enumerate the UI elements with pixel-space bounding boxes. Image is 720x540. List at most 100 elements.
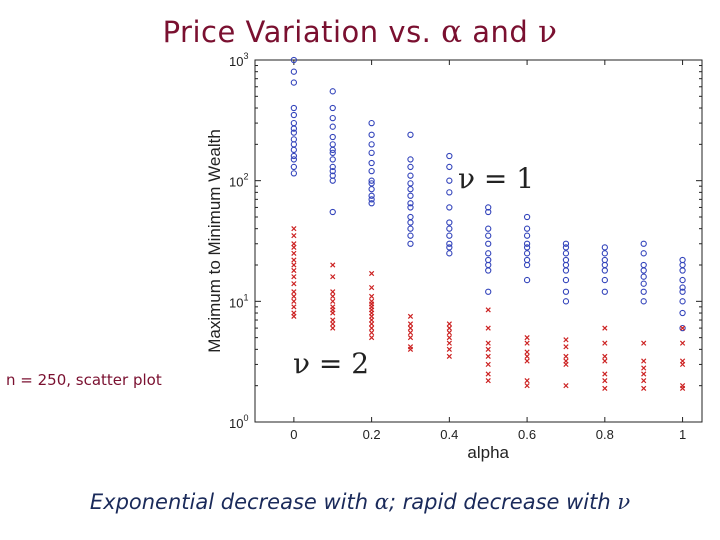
point-nu-2 [563, 361, 569, 368]
point-nu-1 [290, 170, 298, 177]
point-nu-1 [290, 111, 298, 119]
x-axis-label: alpha [467, 443, 509, 462]
point-nu-1 [601, 288, 608, 295]
point-nu-2 [563, 383, 569, 389]
x-tick-label: 0.8 [596, 427, 614, 442]
annotation-nu-2: ν = 2 [293, 347, 369, 380]
point-nu-2 [407, 325, 414, 331]
point-nu-2 [641, 340, 647, 346]
point-nu-1 [562, 276, 570, 284]
point-nu-1 [485, 232, 492, 239]
point-nu-2 [602, 371, 608, 377]
point-nu-1 [329, 123, 336, 130]
point-nu-2 [291, 244, 297, 251]
point-nu-1 [368, 149, 375, 157]
caption-nu: ν [617, 490, 631, 514]
point-nu-1 [640, 240, 647, 247]
point-nu-2 [524, 340, 530, 346]
point-nu-1 [290, 125, 298, 132]
point-nu-1 [329, 133, 336, 141]
point-nu-1 [290, 129, 298, 136]
title-nu: ν [538, 14, 558, 50]
point-nu-2 [291, 233, 297, 239]
point-nu-1 [407, 172, 414, 179]
y-tick-label: 102 [229, 172, 248, 190]
point-nu-1 [329, 114, 336, 122]
point-nu-1 [290, 79, 298, 86]
title-alpha: α [441, 14, 463, 50]
point-nu-1 [640, 280, 647, 287]
data-points [290, 56, 686, 391]
point-nu-2 [407, 335, 414, 341]
point-nu-2 [291, 262, 297, 268]
point-nu-2 [368, 321, 375, 327]
point-nu-2 [368, 317, 375, 323]
point-nu-1 [679, 309, 686, 317]
point-nu-2 [368, 284, 375, 291]
point-nu-1 [329, 149, 336, 157]
point-nu-2 [485, 353, 491, 359]
point-nu-1 [640, 273, 647, 280]
point-nu-2 [524, 378, 530, 384]
point-nu-2 [368, 330, 375, 336]
point-nu-2 [446, 340, 452, 346]
x-tick-label: 1 [679, 427, 686, 442]
point-nu-2 [330, 274, 336, 280]
point-nu-2 [679, 385, 686, 391]
point-nu-2 [407, 321, 414, 327]
point-nu-1 [562, 267, 570, 274]
slide-title: Price Variation vs. α and ν [0, 14, 720, 50]
point-nu-2 [641, 385, 647, 391]
point-nu-1 [523, 261, 531, 269]
point-nu-1 [368, 131, 375, 138]
point-nu-1 [446, 219, 453, 226]
point-nu-1 [446, 244, 453, 251]
caption-alpha: α [374, 490, 389, 514]
point-nu-2 [330, 310, 336, 316]
point-nu-1 [446, 225, 453, 232]
point-nu-1 [290, 163, 298, 171]
point-nu-2 [291, 257, 297, 263]
point-nu-1 [407, 186, 414, 193]
point-nu-2 [368, 325, 375, 331]
point-nu-1 [329, 208, 336, 216]
point-nu-1 [290, 68, 298, 75]
point-nu-1 [523, 232, 531, 239]
point-nu-2 [563, 353, 569, 359]
point-nu-2 [563, 337, 569, 343]
point-nu-2 [291, 250, 297, 256]
point-nu-2 [446, 335, 452, 341]
point-nu-2 [641, 358, 647, 364]
title-prefix: Price Variation vs. [162, 15, 432, 49]
point-nu-1 [446, 232, 453, 239]
point-nu-1 [446, 204, 453, 211]
point-nu-2 [330, 293, 336, 299]
point-nu-1 [446, 240, 453, 247]
point-nu-2 [291, 226, 297, 232]
x-tick-label: 0.2 [363, 427, 381, 442]
point-nu-2 [291, 289, 297, 295]
point-nu-1 [523, 225, 531, 232]
point-nu-1 [446, 189, 453, 196]
point-nu-2 [485, 307, 491, 313]
y-tick-label: 101 [229, 292, 248, 310]
point-nu-1 [368, 186, 375, 193]
y-tick-label: 100 [229, 413, 248, 431]
point-nu-1 [562, 240, 570, 247]
point-nu-1 [485, 225, 492, 232]
point-nu-1 [485, 240, 492, 247]
point-nu-1 [407, 131, 414, 138]
y-tick-label: 103 [229, 51, 248, 69]
point-nu-1 [329, 88, 336, 95]
point-nu-2 [446, 325, 452, 331]
point-nu-1 [523, 213, 531, 221]
point-nu-2 [407, 346, 414, 352]
point-nu-1 [485, 208, 492, 216]
point-nu-2 [485, 378, 491, 384]
point-nu-2 [524, 349, 530, 355]
point-nu-1 [368, 167, 375, 175]
point-nu-1 [329, 167, 336, 175]
axis-labels: 0 0.2 0.4 0.6 0.8 1 100 101 102 103 alpha Maximum t… [205, 51, 686, 462]
point-nu-1 [407, 232, 414, 239]
